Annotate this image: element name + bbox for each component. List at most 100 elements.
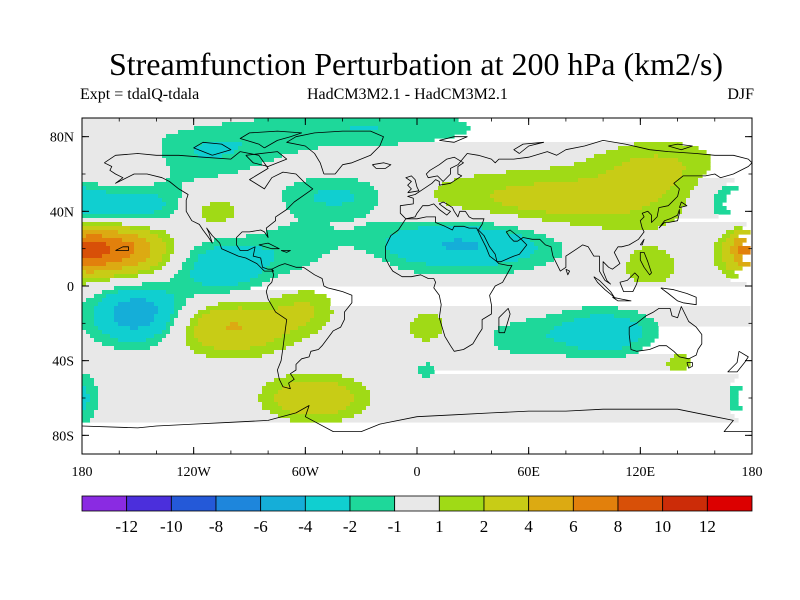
contour-cell — [170, 278, 195, 283]
contour-cell — [570, 222, 667, 227]
contour-cell — [130, 326, 139, 331]
contour-cell — [314, 314, 331, 319]
contour-cell — [670, 186, 695, 191]
contour-cell — [422, 374, 431, 379]
contour-cell — [714, 242, 723, 247]
contour-cell — [274, 250, 331, 255]
contour-cell — [430, 338, 495, 343]
contour-cell — [626, 354, 675, 359]
contour-cell — [290, 270, 415, 275]
contour-cell — [298, 218, 355, 223]
contour-cell — [202, 214, 235, 219]
contour-cell — [346, 386, 367, 391]
contour-cell — [154, 318, 171, 323]
contour-cell — [502, 202, 651, 207]
contour-cell — [270, 298, 331, 303]
contour-cell — [606, 170, 683, 175]
contour-cell — [354, 246, 387, 251]
contour-cell — [82, 418, 91, 423]
contour-cell — [658, 198, 687, 203]
contour-cell — [370, 402, 731, 407]
contour-cell — [262, 246, 339, 251]
colorbar-label: 8 — [614, 517, 623, 536]
contour-cell — [282, 194, 315, 199]
contour-cell — [442, 326, 499, 331]
contour-cell — [150, 250, 167, 255]
contour-cell — [146, 298, 175, 303]
contour-cell — [614, 314, 647, 319]
coastline — [265, 263, 353, 390]
contour-cell — [482, 226, 519, 231]
coastline — [565, 268, 570, 276]
contour-cell — [82, 306, 95, 311]
contour-cell — [166, 246, 175, 251]
colorbar-swatch — [260, 495, 306, 512]
contour-cell — [102, 298, 131, 303]
contour-cell — [198, 338, 275, 343]
contour-cell — [194, 334, 283, 339]
contour-cell — [174, 318, 191, 323]
colorbar-swatch — [438, 495, 485, 512]
contour-cell — [82, 230, 119, 235]
contour-cell — [306, 178, 359, 183]
contour-cell — [270, 410, 291, 415]
contour-cell — [346, 406, 367, 411]
contour-cell — [82, 142, 163, 147]
contour-cell — [118, 338, 147, 343]
contour-cell — [338, 246, 355, 251]
contour-cell — [174, 298, 187, 303]
contour-cell — [414, 334, 439, 339]
contour-cell — [146, 238, 163, 243]
contour-cell — [618, 146, 699, 151]
contour-cell — [118, 322, 151, 327]
contour-cell — [430, 374, 739, 379]
contour-cell — [430, 362, 667, 367]
contour-cell — [174, 274, 191, 279]
contour-cell — [330, 222, 367, 227]
contour-cell — [666, 362, 691, 367]
chart-subtitle-model: HadCM3M2.1 - HadCM3M2.1 — [307, 86, 508, 103]
contour-cell — [134, 246, 151, 251]
contour-cell — [206, 250, 275, 255]
contour-cell — [194, 350, 275, 355]
contour-cell — [282, 190, 319, 195]
colorbar: -12 -10 -8 -6 -4 -2 -1 1 2 4 6 8 10 12 — [81, 495, 753, 536]
contour-cell — [734, 238, 747, 243]
contour-cell — [290, 418, 343, 423]
contour-cell — [666, 278, 731, 283]
contour-cell — [82, 258, 123, 263]
contour-cell — [262, 282, 747, 287]
contour-cell — [366, 250, 391, 255]
contour-cell — [370, 182, 443, 187]
contour-cell — [82, 414, 95, 419]
contour-cell — [622, 346, 643, 351]
contour-cell — [266, 342, 295, 347]
contour-cell — [86, 270, 95, 275]
contour-cell — [722, 254, 735, 259]
contour-cell — [318, 146, 619, 151]
contour-cell — [334, 226, 355, 231]
contour-cell — [578, 178, 679, 183]
contour-cell — [122, 258, 147, 263]
contour-cell — [82, 182, 99, 187]
contour-cell — [374, 254, 399, 259]
contour-cell — [490, 210, 547, 215]
contour-cell — [506, 186, 671, 191]
contour-cell — [150, 242, 167, 247]
contour-cell — [186, 338, 199, 343]
contour-cell — [714, 198, 727, 203]
contour-cell — [314, 194, 355, 199]
contour-cell — [626, 262, 675, 267]
coastline — [385, 216, 513, 352]
contour-cell — [190, 346, 215, 351]
contour-cell — [670, 366, 687, 371]
contour-cell — [506, 230, 535, 235]
contour-cell — [162, 254, 171, 259]
contour-cell — [82, 198, 163, 203]
contour-cell — [206, 306, 239, 311]
contour-cell — [138, 262, 159, 267]
contour-cell — [506, 170, 607, 175]
contour-cell — [294, 182, 371, 187]
contour-cell — [738, 262, 751, 267]
contour-cell — [162, 154, 199, 159]
